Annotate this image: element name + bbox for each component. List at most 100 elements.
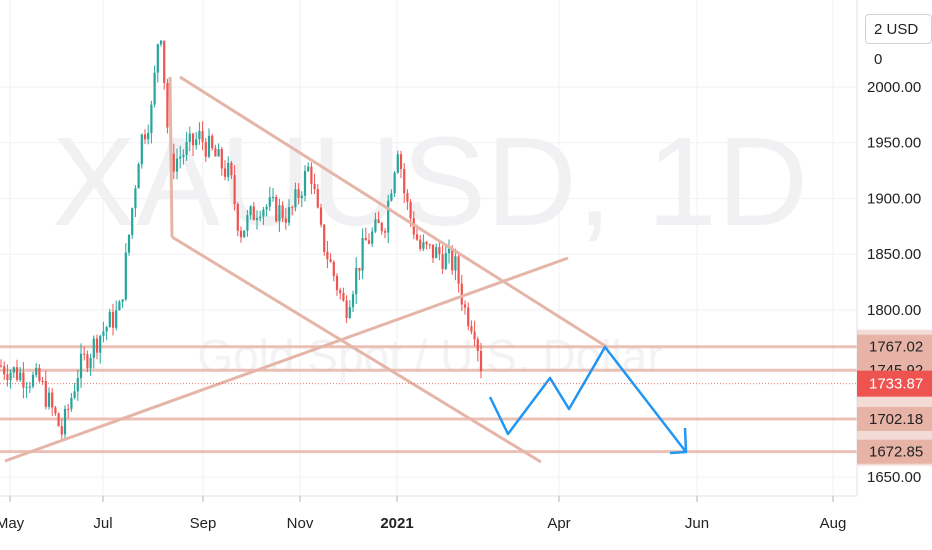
candle-body <box>409 201 412 219</box>
candle-body <box>457 256 460 284</box>
candle-body <box>214 148 217 157</box>
price-level-tag-label: 1702.18 <box>869 411 923 428</box>
candle-body <box>364 237 367 241</box>
candle-body <box>297 189 300 199</box>
candle-body <box>28 386 31 388</box>
candle-body <box>239 230 243 238</box>
candle-body <box>329 259 332 262</box>
candle-body <box>223 168 227 177</box>
time-axis[interactable]: May Jul Sep Nov 2021 Apr Jun Aug <box>0 495 857 532</box>
candle-body <box>108 311 111 328</box>
candle-body <box>438 247 441 255</box>
candle-body <box>159 40 163 45</box>
candle-body <box>195 139 198 146</box>
candle-body <box>182 154 185 157</box>
candle-body <box>147 133 150 140</box>
candle-body <box>255 218 259 221</box>
candle-body <box>399 154 403 169</box>
price-level-lines <box>0 345 857 454</box>
candle-body <box>374 219 377 232</box>
candle-body <box>153 72 156 105</box>
candle-body <box>15 367 19 380</box>
candle-body <box>358 267 361 271</box>
currency-button[interactable]: 2 USD 0 <box>865 14 932 68</box>
time-tick-label: Jul <box>93 515 112 532</box>
candle-body <box>198 131 201 140</box>
candle-body <box>19 372 22 380</box>
candle-body <box>44 381 47 407</box>
candle-body <box>246 215 249 231</box>
candle-body <box>67 408 70 410</box>
candle-body <box>262 209 265 217</box>
candle-body <box>361 237 364 271</box>
candle-body <box>403 168 406 194</box>
candle-body <box>121 299 124 302</box>
grid <box>0 0 857 496</box>
candle-body <box>105 327 108 332</box>
price-axis[interactable]: 2000.00 1950.00 1900.00 1850.00 1800.00 1650.… <box>856 0 932 496</box>
candle-body <box>287 207 291 223</box>
candle-body <box>444 253 447 270</box>
price-tick-label: 1900.00 <box>867 190 921 207</box>
candle-body <box>348 307 351 318</box>
candle-body <box>275 196 278 222</box>
time-tick-label: Jun <box>685 515 709 532</box>
candle-body <box>396 154 399 173</box>
candle-body <box>86 354 89 369</box>
candle-body <box>307 166 310 172</box>
time-tick-label: Nov <box>287 515 314 532</box>
candle-body <box>428 244 431 246</box>
time-tick-label: Aug <box>820 515 847 532</box>
candle-body <box>89 357 92 369</box>
candle-body <box>380 223 383 232</box>
price-level-tag <box>857 406 932 431</box>
price-level-tag-label: 1672.85 <box>869 444 923 461</box>
candle-body <box>41 380 44 382</box>
candle-body <box>339 290 342 294</box>
price-tick-label: 2000.00 <box>867 79 921 96</box>
candle-body <box>383 231 387 233</box>
name-watermark: Gold Spot / U.S. Dollar <box>197 330 662 382</box>
candle-body <box>345 300 348 318</box>
candle-body <box>451 248 454 271</box>
projection-path <box>488 345 688 455</box>
candle-body <box>419 239 422 249</box>
last-price-tag <box>857 370 932 397</box>
candle-body <box>143 134 147 140</box>
candle-body <box>25 386 28 388</box>
price-level-tag <box>857 439 932 464</box>
candle-body <box>185 141 188 155</box>
candle-body <box>188 133 191 142</box>
candle-body <box>291 207 294 209</box>
price-tick-label: 1800.00 <box>867 302 921 319</box>
candle-body <box>134 188 137 209</box>
candle-body <box>115 310 118 328</box>
candle-body <box>476 339 479 351</box>
candle-body <box>83 353 86 355</box>
symbol-watermark: XAUUSD, 1D <box>52 111 808 252</box>
candle-body <box>99 335 102 353</box>
trendline <box>4 256 569 463</box>
candle-body <box>220 149 223 169</box>
candle-body <box>111 311 115 328</box>
candle-body <box>70 397 73 409</box>
candle-body <box>236 204 239 231</box>
candle-body <box>467 307 470 327</box>
candle-body <box>271 196 275 198</box>
time-tick-label: 2021 <box>380 515 413 532</box>
candle-body <box>441 254 444 270</box>
candle-body <box>390 193 393 201</box>
candle-body <box>319 207 323 225</box>
candle-body <box>323 224 326 252</box>
candle-body <box>127 234 131 253</box>
candle-body <box>406 193 409 202</box>
candle-body <box>332 261 335 276</box>
candle-body <box>163 40 166 83</box>
candle-body <box>355 267 358 295</box>
candle-body <box>316 189 319 208</box>
candle-body <box>3 366 6 375</box>
candle-body <box>367 240 371 244</box>
candle-body <box>294 189 297 208</box>
